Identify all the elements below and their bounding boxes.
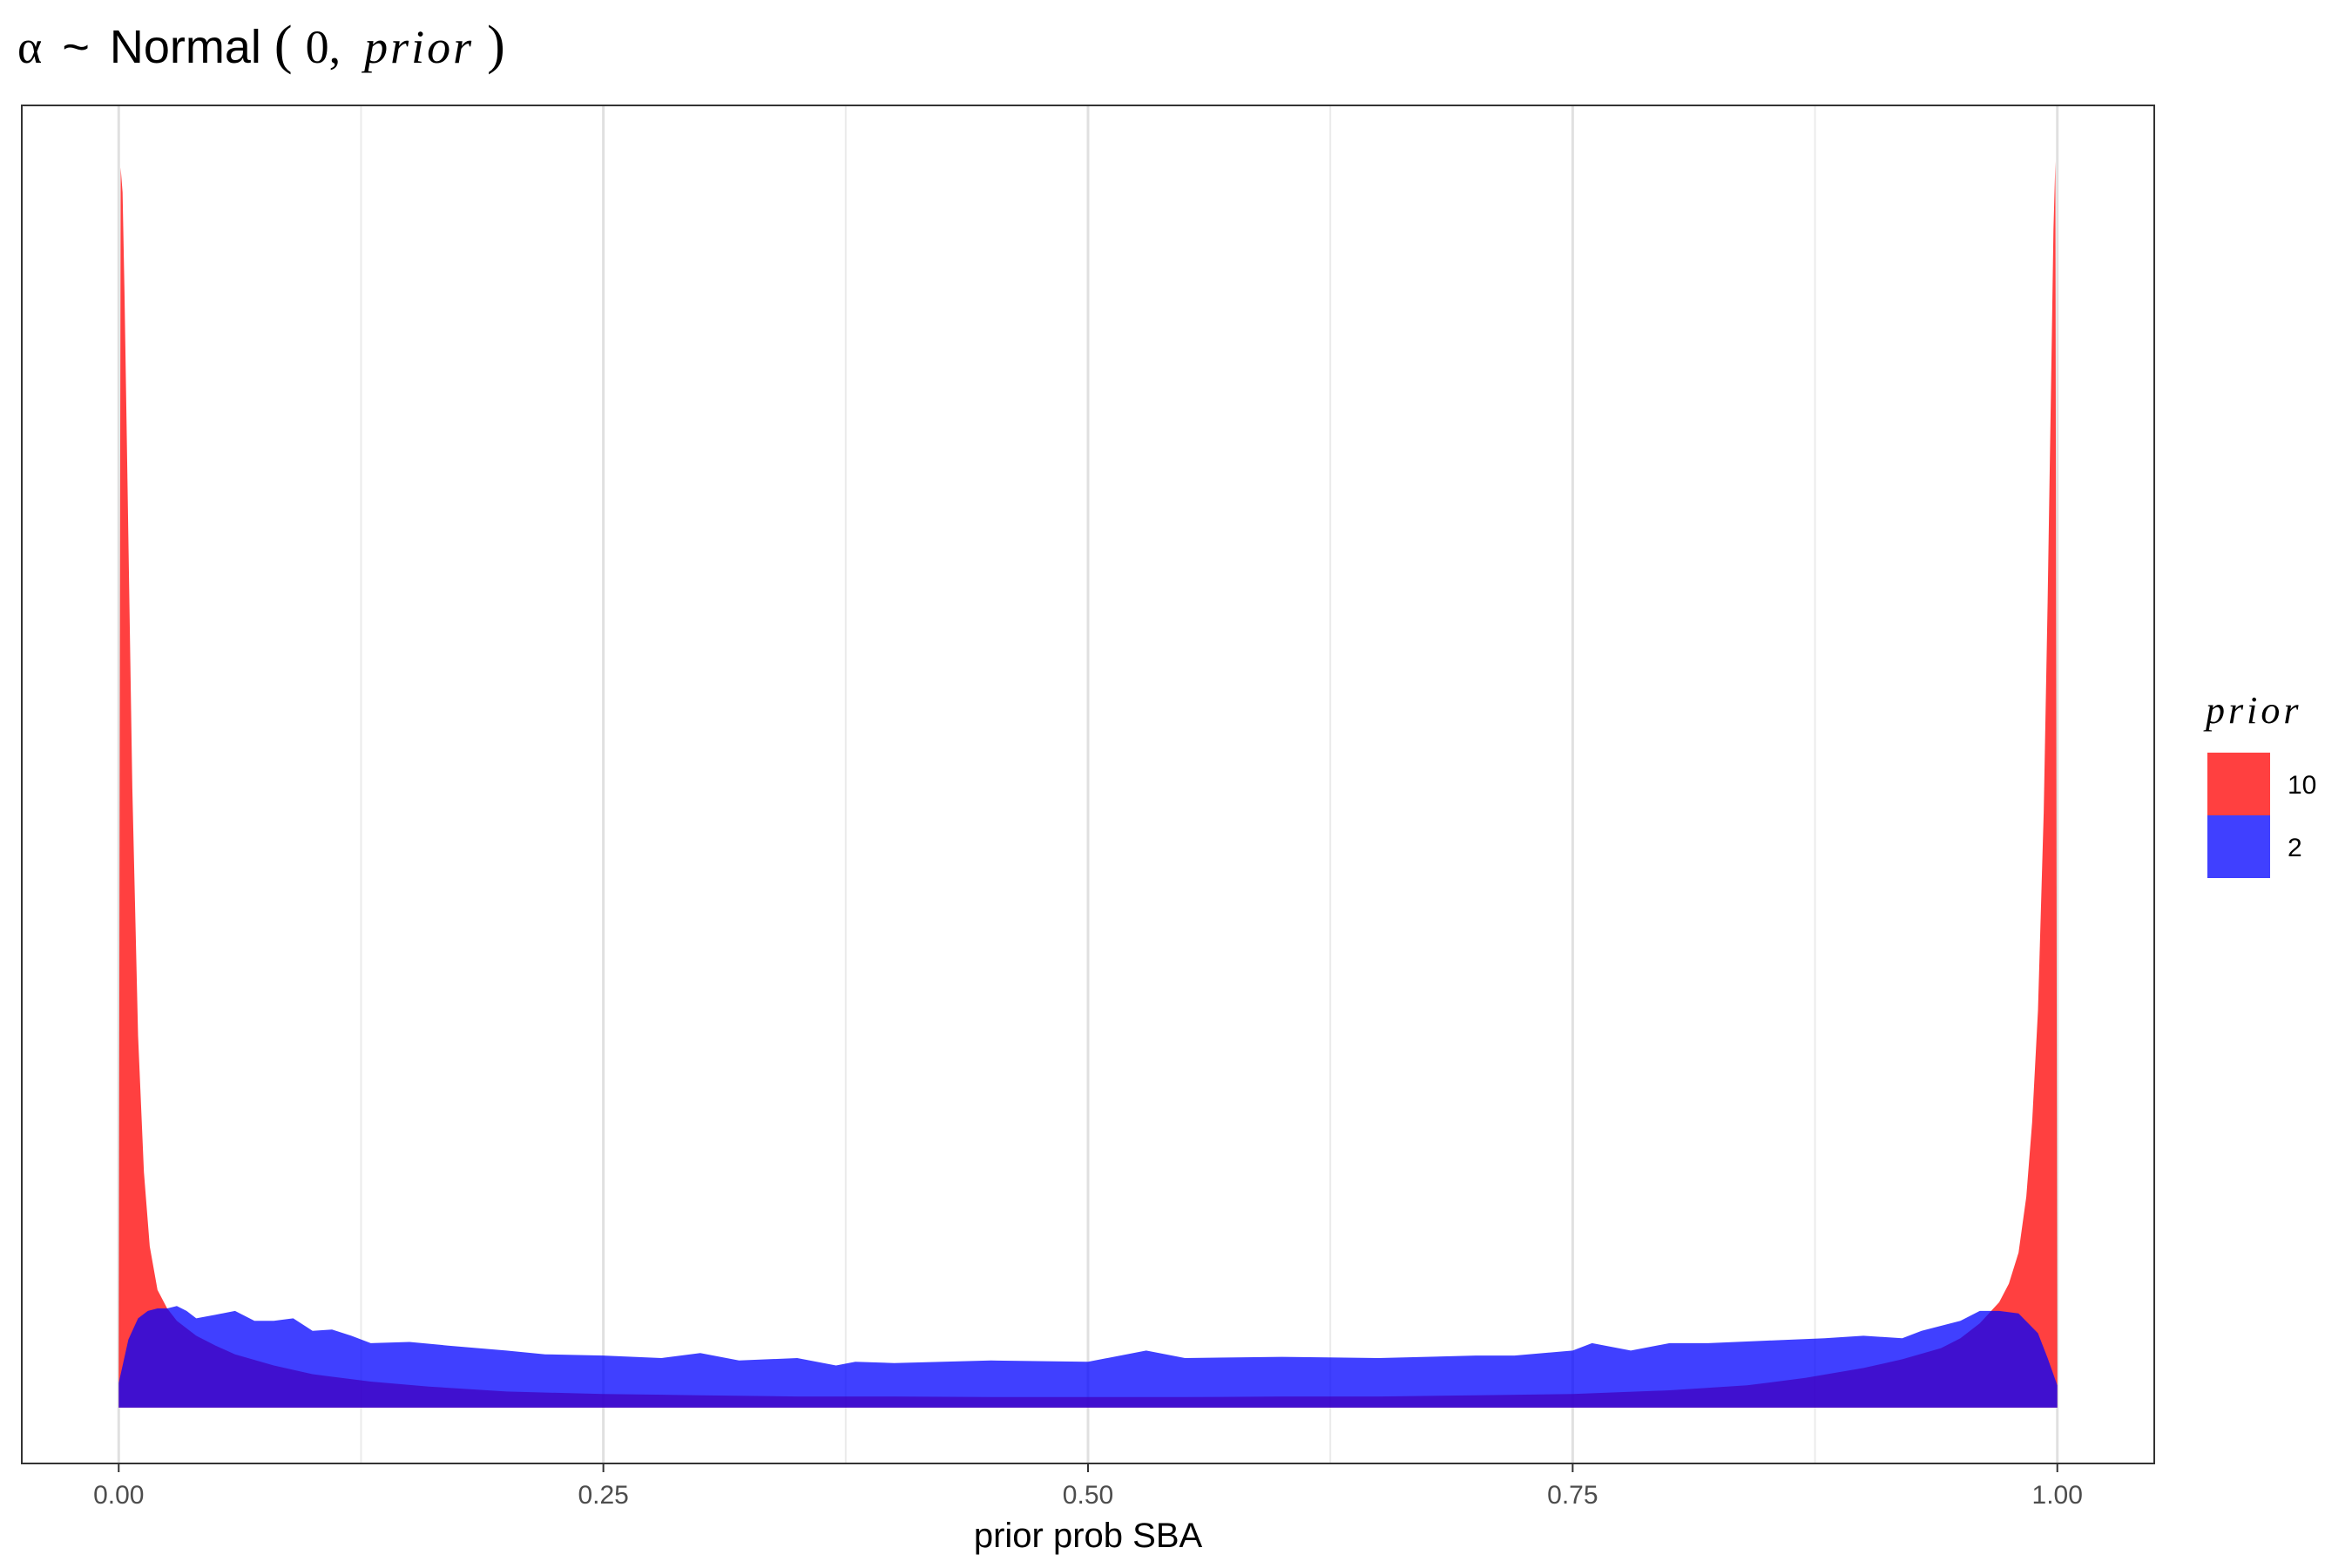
x-axis-title: prior prob SBA xyxy=(974,1517,1203,1555)
title-arg: 0, xyxy=(306,21,341,73)
x-tick-label-1: 0.25 xyxy=(578,1481,628,1510)
title-alpha-symbol: α xyxy=(17,21,42,73)
x-tick-label-3: 0.75 xyxy=(1547,1481,1598,1510)
legend-key-2 xyxy=(2207,815,2270,878)
title-func: Normal xyxy=(110,21,261,73)
title-close-paren: ) xyxy=(487,16,505,75)
x-tick-label-0: 0.00 xyxy=(93,1481,144,1510)
title-tilde: ~ xyxy=(62,21,90,73)
title-param: prior xyxy=(361,21,474,73)
density-area-2 xyxy=(118,1306,2058,1408)
grid-lines xyxy=(117,105,2059,1463)
legend: prior 10 2 xyxy=(2203,689,2316,878)
legend-key-10 xyxy=(2207,753,2270,815)
legend-title: prior xyxy=(2203,689,2301,732)
title-open-paren: ( xyxy=(274,16,293,75)
x-tick-label-2: 0.50 xyxy=(1063,1481,1113,1510)
x-axis: 0.00 0.25 0.50 0.75 1.00 xyxy=(93,1463,2083,1510)
density-areas xyxy=(118,161,2058,1408)
x-tick-label-4: 1.00 xyxy=(2032,1481,2083,1510)
legend-label-10: 10 xyxy=(2288,771,2316,800)
legend-label-2: 2 xyxy=(2288,834,2302,862)
chart-title: α ~ Normal ( 0, prior ) xyxy=(17,16,505,75)
